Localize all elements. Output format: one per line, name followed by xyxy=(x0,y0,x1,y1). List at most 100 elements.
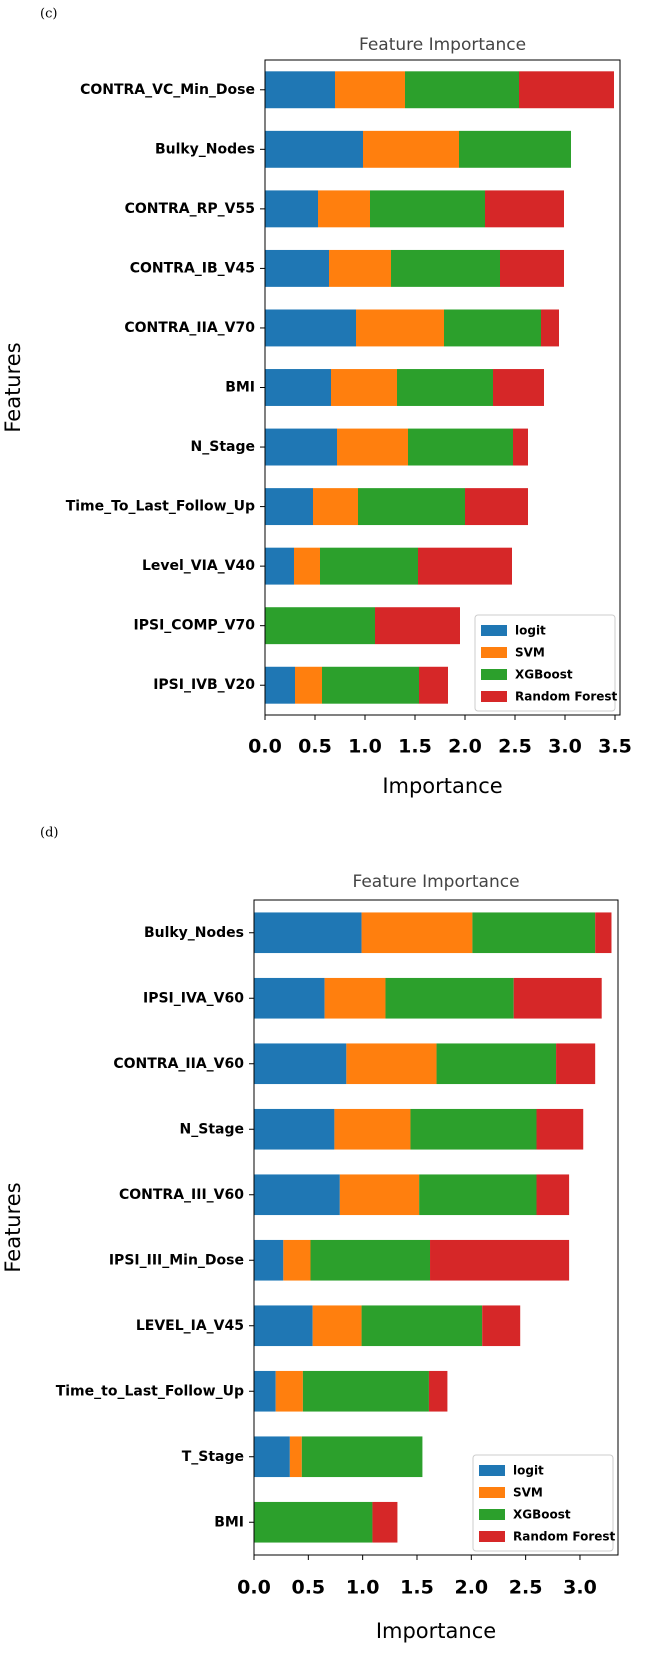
y-tick-label: LEVEL_IA_V45 xyxy=(136,1318,244,1334)
y-tick-label: BMI xyxy=(214,1514,244,1530)
y-tick-label: BMI xyxy=(225,380,255,396)
x-tick-label: 1.5 xyxy=(398,736,432,758)
bar-segment xyxy=(541,309,559,347)
x-tick-label: 3.5 xyxy=(598,736,632,758)
bar-segment xyxy=(312,1305,362,1347)
y-tick-label: N_Stage xyxy=(180,1121,244,1137)
bar-segment xyxy=(337,428,408,466)
bar-segment xyxy=(254,1043,347,1085)
x-axis-label: Importance xyxy=(382,774,502,798)
legend-label: SVM xyxy=(513,1486,543,1500)
x-tick-label: 1.0 xyxy=(348,736,382,758)
bar-segment xyxy=(318,190,370,228)
bar-segment xyxy=(339,1174,420,1216)
y-tick-label: CONTRA_IIA_V60 xyxy=(113,1056,244,1072)
bar-segment xyxy=(556,1043,596,1085)
bar-segment xyxy=(301,1436,423,1478)
legend-label: Random Forest xyxy=(515,690,618,704)
bar-segment xyxy=(254,1108,335,1150)
bar-segment xyxy=(265,547,294,585)
x-tick-label: 0.5 xyxy=(298,736,332,758)
legend-swatch xyxy=(479,1531,505,1542)
legend-label: SVM xyxy=(515,646,545,660)
bar-segment xyxy=(385,977,514,1019)
bar-segment xyxy=(295,666,322,704)
bar-segment xyxy=(361,1305,483,1347)
x-tick-label: 3.0 xyxy=(548,736,582,758)
bar-segment xyxy=(472,912,596,954)
y-axis-label: Features xyxy=(1,342,25,432)
x-tick-label: 3.0 xyxy=(563,1577,597,1599)
bar-segment xyxy=(283,1239,311,1281)
y-tick-label: CONTRA_IB_V45 xyxy=(130,260,255,276)
x-tick-label: 2.0 xyxy=(448,736,482,758)
bar-segment xyxy=(265,249,329,287)
bar-segment xyxy=(436,1043,557,1085)
bar-segment xyxy=(254,1239,284,1281)
bar-segment xyxy=(329,249,391,287)
bar-segment xyxy=(324,977,386,1019)
legend-box xyxy=(474,614,616,712)
x-tick-label: 1.5 xyxy=(400,1577,434,1599)
x-tick-label: 2.5 xyxy=(509,1577,543,1599)
chart-title: Feature Importance xyxy=(352,872,519,892)
bar-segment xyxy=(254,1174,340,1216)
bar-segment xyxy=(265,130,363,168)
bar-segment xyxy=(358,488,465,526)
bar-segment xyxy=(334,1108,411,1150)
legend: logit SVM XGBoost Random Forest xyxy=(472,1454,616,1552)
legend-label: logit xyxy=(515,624,546,638)
bar-segment xyxy=(372,1501,398,1543)
bar-segment xyxy=(375,607,460,645)
bar-segment xyxy=(482,1305,521,1347)
plot-frame xyxy=(264,59,621,716)
y-tick-label: CONTRA_IIA_V70 xyxy=(124,320,255,336)
legend-swatch xyxy=(481,625,507,636)
bar-segment xyxy=(254,1370,276,1412)
bar-segment xyxy=(265,369,331,406)
bar-segment xyxy=(419,666,448,704)
bar-segment xyxy=(513,977,602,1019)
bar-segment xyxy=(430,1239,570,1281)
bar-segment xyxy=(289,1436,302,1478)
legend-label: XGBoost xyxy=(513,1508,571,1522)
bar-segment xyxy=(419,1174,537,1216)
y-tick-label: Level_VIA_V40 xyxy=(142,558,255,574)
x-tick-label: 0.5 xyxy=(291,1577,325,1599)
y-tick-label: IPSI_IVA_V60 xyxy=(143,990,244,1006)
bar-segment xyxy=(265,428,337,466)
bar-segment xyxy=(310,1239,431,1281)
bar-segment xyxy=(363,130,459,168)
legend-swatch xyxy=(479,1487,505,1498)
x-tick-label: 2.0 xyxy=(454,1577,488,1599)
y-tick-label: IPSI_III_Min_Dose xyxy=(109,1252,244,1268)
y-tick-label: IPSI_COMP_V70 xyxy=(134,618,256,634)
bar-segment xyxy=(294,547,320,585)
bar-segment xyxy=(493,369,544,406)
bar-segment xyxy=(361,912,473,954)
panel-label: (c) xyxy=(40,7,57,22)
bar-segment xyxy=(408,428,513,466)
legend-box xyxy=(472,1454,614,1552)
bar-segment xyxy=(331,369,397,406)
y-tick-label: IPSI_IVB_V20 xyxy=(153,677,255,693)
bar-segment xyxy=(335,71,405,109)
y-tick-label: Time_To_Last_Follow_Up xyxy=(66,499,255,515)
legend-swatch xyxy=(479,1465,505,1476)
bar-segment xyxy=(485,190,564,228)
x-tick-label: 0.0 xyxy=(237,1577,271,1599)
bar-segment xyxy=(254,912,362,954)
y-tick-label: Bulky_Nodes xyxy=(144,925,244,941)
bar-segment xyxy=(391,249,500,287)
y-tick-label: Bulky_Nodes xyxy=(155,141,255,157)
legend-label: logit xyxy=(513,1464,544,1478)
x-axis-label: Importance xyxy=(376,1619,496,1643)
y-tick-label: CONTRA_VC_Min_Dose xyxy=(80,82,255,98)
bar-segment xyxy=(595,912,612,954)
y-tick-label: CONTRA_III_V60 xyxy=(119,1187,244,1203)
bar-segment xyxy=(536,1108,584,1150)
x-tick-label: 2.5 xyxy=(498,736,532,758)
bar-segment xyxy=(346,1043,437,1085)
legend: logit SVM XGBoost Random Forest xyxy=(474,614,618,712)
